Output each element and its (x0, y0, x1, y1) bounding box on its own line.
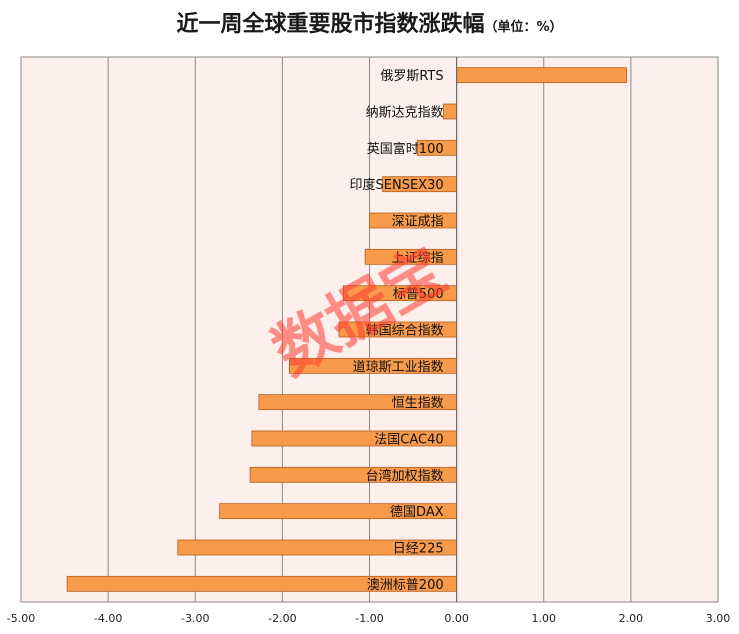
category-label: 韩国综合指数 (366, 324, 444, 339)
category-label: 印度SENSEX30 (350, 177, 444, 193)
x-tick-label: -1.00 (355, 612, 383, 625)
x-tick-label: 1.00 (532, 612, 557, 625)
category-label: 标普500 (393, 287, 444, 302)
bar (443, 103, 458, 120)
category-label: 台湾加权指数 (366, 468, 444, 484)
x-tick-label: 3.00 (706, 612, 731, 625)
category-label: 恒生指数 (392, 396, 444, 411)
category-label: 道琼斯工业指数 (353, 360, 444, 375)
category-label: 日经225 (393, 542, 444, 557)
category-label: 深证成指 (392, 215, 444, 230)
bars (66, 67, 627, 592)
title-text: 近一周全球重要股市指数涨跌幅 (176, 12, 485, 37)
title-unit: （单位：%） (484, 20, 563, 35)
category-label: 澳洲标普200 (367, 577, 444, 593)
x-tick-label: -3.00 (181, 612, 209, 625)
category-label: 德国DAX (390, 505, 444, 520)
bar (456, 67, 627, 84)
x-tick-label: 0.00 (444, 612, 469, 625)
x-tick-label: -5.00 (7, 612, 35, 625)
x-tick-label: 2.00 (619, 612, 644, 625)
category-label: 英国富时100 (367, 141, 444, 157)
x-tick-labels: -5.00 -4.00 -3.00 -2.00 -1.00 0.00 1.00 2.00 3.0… (7, 612, 730, 625)
category-label: 上证综指 (392, 251, 444, 266)
chart-title: 近一周全球重要股市指数涨跌幅（单位：%） (0, 6, 739, 38)
x-tick-label: -2.00 (268, 612, 296, 625)
x-tick-label: -4.00 (94, 612, 122, 625)
category-label: 纳斯达克指数 (366, 106, 444, 121)
category-label: 俄罗斯RTS (380, 69, 443, 84)
category-label: 法国CAC40 (374, 433, 443, 448)
